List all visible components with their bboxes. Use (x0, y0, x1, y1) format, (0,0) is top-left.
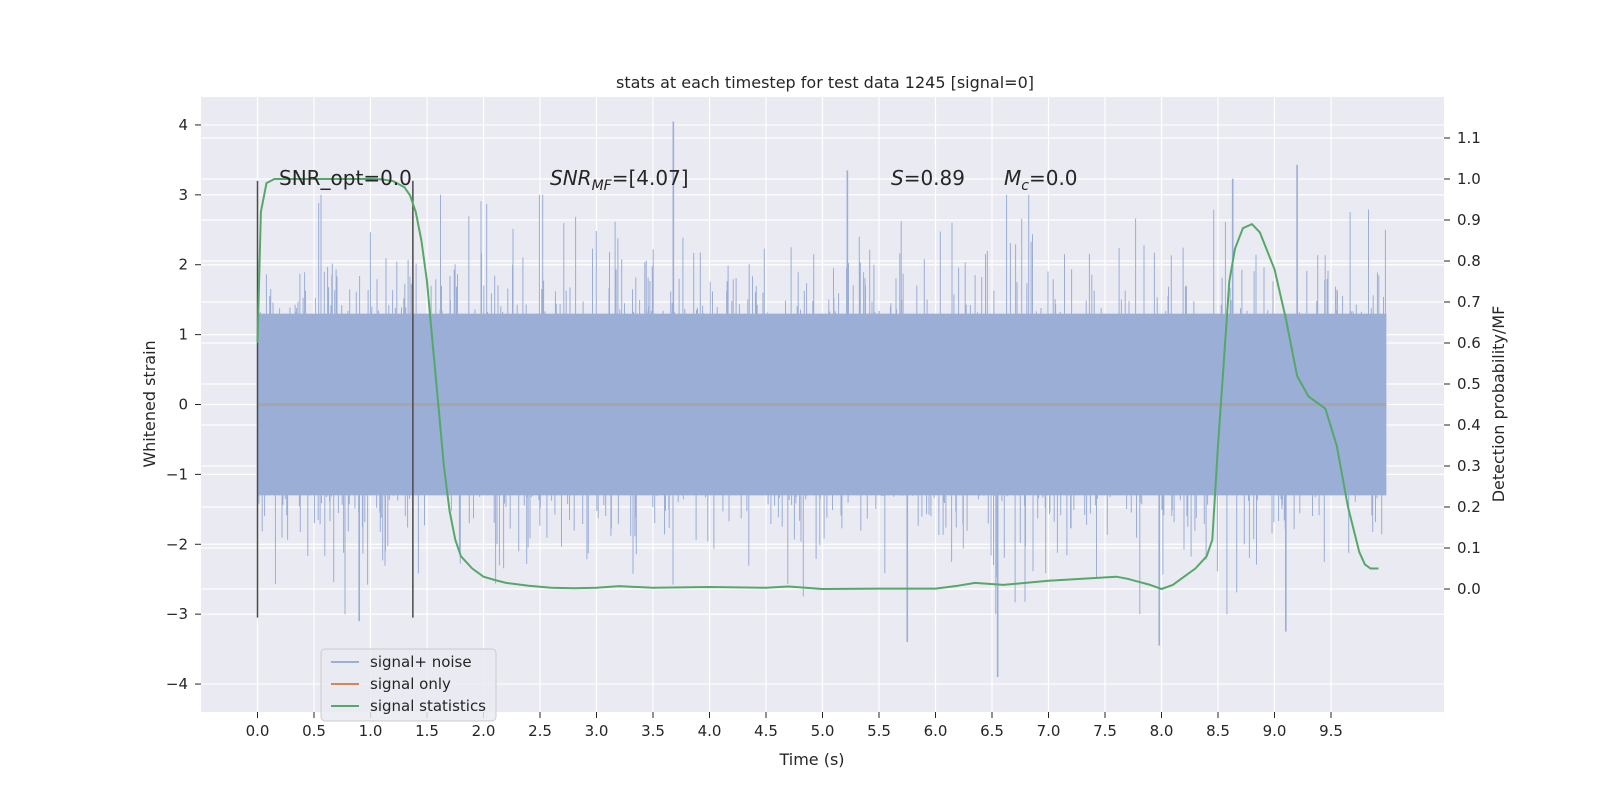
annotation-mc-var: M (1004, 166, 1021, 190)
legend: signal+ noise signal only signal statist… (320, 648, 497, 722)
signal-statistics-line (256, 178, 1379, 590)
x-tick-label: 4.0 (698, 722, 722, 740)
y2-tick-label: 1.1 (1457, 129, 1481, 147)
x-axis-label: Time (s) (778, 750, 844, 769)
x-tick-label: 7.0 (1037, 722, 1061, 740)
x-tick-label: 9.0 (1263, 722, 1287, 740)
x-tick-label: 2.0 (472, 722, 496, 740)
x-tick-label: 7.5 (1093, 722, 1117, 740)
y2-tick-label: 0.5 (1457, 375, 1481, 393)
y2-tick-label: 0.4 (1457, 416, 1481, 434)
y2-axis-ticks: 1.1 1.0 0.9 0.8 0.7 0.6 0.5 0.4 0.3 0.2 0.1 0.0 (1444, 129, 1481, 598)
x-tick-label: 4.5 (754, 722, 778, 740)
strain-trace (258, 194, 1386, 615)
x-tick-label: 1.0 (359, 722, 383, 740)
annotation-snr-mf-base: SNR (550, 166, 592, 190)
annotation-s-var: S (891, 166, 904, 190)
y-axis-ticks: 4 3 2 1 0 −1 −2 −3 −4 (166, 116, 201, 693)
annotation-snr-mf-sub: MF (592, 178, 613, 194)
y2-tick-label: 0.2 (1457, 498, 1481, 516)
y-tick-label: 3 (178, 186, 188, 204)
annotation-snr-mf-value: =[4.07] (612, 166, 689, 190)
y-axis-label: Whitened strain (140, 340, 159, 467)
y2-tick-label: 0.3 (1457, 457, 1481, 475)
annotation-snr-mf: SNRMF=[4.07] (550, 166, 689, 194)
x-tick-label: 3.5 (641, 722, 665, 740)
annotation-s-value: =0.89 (904, 166, 965, 190)
y-tick-label: 1 (178, 326, 188, 344)
y-tick-label: 2 (178, 256, 188, 274)
y-tick-label: −1 (166, 465, 188, 483)
y2-tick-label: 1.0 (1457, 170, 1481, 188)
x-tick-label: 6.0 (924, 722, 948, 740)
x-tick-label: 9.5 (1319, 722, 1343, 740)
y2-tick-label: 0.7 (1457, 293, 1481, 311)
x-tick-label: 2.5 (528, 722, 552, 740)
x-tick-label: 8.5 (1206, 722, 1230, 740)
y2-tick-label: 0.6 (1457, 334, 1481, 352)
chart-title: stats at each timestep for test data 124… (616, 73, 1034, 92)
legend-label-signal-statistics: signal statistics (370, 697, 486, 715)
annotation-mc-sub: c (1021, 178, 1029, 194)
y-tick-label: 4 (178, 116, 188, 134)
annotation-snr-opt: SNR_opt=0.0 (279, 166, 412, 190)
x-tick-label: 6.5 (980, 722, 1004, 740)
annotation-mc-value: =0.0 (1029, 166, 1078, 190)
x-tick-label: 0.5 (302, 722, 326, 740)
x-tick-label: 1.5 (415, 722, 439, 740)
y-tick-label: −4 (166, 675, 188, 693)
x-tick-label: 8.0 (1150, 722, 1174, 740)
y-tick-label: −2 (166, 535, 188, 553)
x-tick-label: 0.0 (246, 722, 270, 740)
x-tick-label: 5.5 (867, 722, 891, 740)
x-axis-ticks: 0.0 0.5 1.0 1.5 2.0 2.5 3.0 3.5 4.0 4.5 5.0 5.5 6.0 6… (246, 712, 1343, 740)
legend-label-signal-only: signal only (370, 675, 451, 693)
y2-tick-label: 0.1 (1457, 539, 1481, 557)
y-tick-label: −3 (166, 605, 188, 623)
y-tick-label: 0 (178, 396, 188, 414)
x-tick-label: 5.0 (811, 722, 835, 740)
annotation-s: S=0.89 (891, 166, 965, 190)
y2-axis-label: Detection probability/MF (1489, 306, 1508, 503)
series-signal-statistics (256, 178, 1379, 590)
y2-tick-label: 0.9 (1457, 211, 1481, 229)
annotation-mc: Mc=0.0 (1004, 166, 1078, 194)
x-tick-label: 3.0 (585, 722, 609, 740)
y2-tick-label: 0.0 (1457, 580, 1481, 598)
legend-box (320, 648, 497, 722)
legend-label-signal-plus-noise: signal+ noise (370, 653, 472, 671)
y2-tick-label: 0.8 (1457, 252, 1481, 270)
vertical-markers (256, 180, 414, 618)
